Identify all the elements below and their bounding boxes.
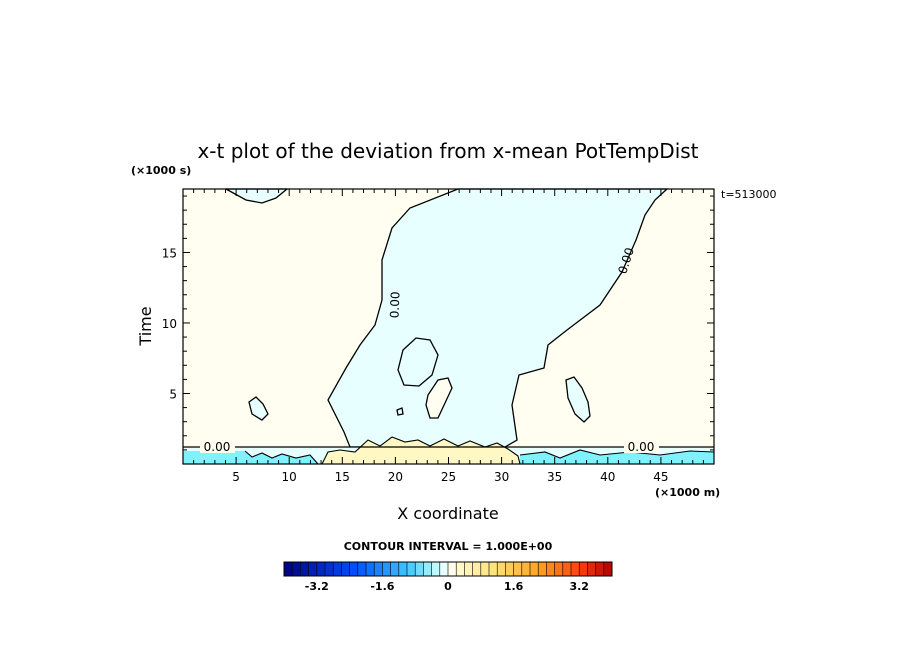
colorbar-tick-label: 3.2 (569, 580, 589, 593)
colorbar-cell (579, 562, 588, 576)
y-unit-label: (×1000 s) (131, 164, 191, 177)
colorbar-cell (292, 562, 301, 576)
colorbar-cell (571, 562, 580, 576)
surface-contour (519, 449, 715, 459)
colorbar-frame (283, 561, 613, 577)
contour-interval-label: CONTOUR INTERVAL = 1.000E+00 (344, 540, 553, 553)
y-axis-label: Time (136, 306, 155, 346)
colorbar-cell (464, 562, 473, 576)
contour-label: 0.00 (628, 440, 655, 454)
colorbar-cell (497, 562, 506, 576)
contour-blob (248, 396, 269, 421)
colorbar-cell (415, 562, 424, 576)
contour-label: 0.00 (204, 440, 231, 454)
colorbar-cell (538, 562, 547, 576)
colorbar-cell (439, 562, 449, 576)
colorbar-cell (587, 562, 596, 576)
colorbar-cell (357, 562, 367, 576)
x-tick-label: 20 (388, 470, 403, 484)
colorbar-cell (284, 562, 293, 576)
contour-blob (425, 377, 453, 419)
colorbar-cell (554, 562, 564, 576)
colorbar-cell (431, 562, 441, 576)
y-tick-label: 5 (169, 387, 177, 401)
y-axis: 5 10 15 (162, 195, 714, 451)
colorbar-cell (480, 562, 490, 576)
colorbar-cell (341, 562, 350, 576)
timestamp-label: t=513000 (721, 188, 777, 201)
colorbar-cell (308, 562, 318, 576)
colorbar-cell (349, 562, 359, 576)
colorbar-tick-label: 1.6 (504, 580, 524, 593)
colorbar-cell (325, 562, 334, 576)
x-tick-label: 10 (282, 470, 297, 484)
plot-area: 0.00 0.00 0.00 0.00 (182, 188, 715, 465)
colorbar-tick-label: -3.2 (305, 580, 329, 593)
colorbar-cell (366, 562, 375, 576)
y-tick-label: 10 (162, 317, 177, 331)
x-unit-label: (×1000 m) (655, 486, 720, 499)
colorbar-cell (333, 562, 342, 576)
colorbar-cell (456, 562, 465, 576)
colorbar-cell (513, 562, 523, 576)
colorbar-cell (521, 562, 531, 576)
x-tick-label: 30 (494, 470, 509, 484)
x-tick-label: 40 (600, 470, 615, 484)
colorbar-cell (595, 562, 605, 576)
surface-contour (244, 450, 319, 465)
x-tick-label: 45 (653, 470, 668, 484)
y-tick-label: 15 (162, 246, 177, 260)
surface-negative-band (183, 451, 318, 464)
colorbar-ticks: -3.2 -1.6 0 1.6 3.2 (305, 580, 589, 593)
x-tick-label: 15 (335, 470, 350, 484)
colorbar-cell (407, 562, 416, 576)
colorbar-cell (562, 562, 572, 576)
contour-blob (397, 337, 439, 387)
colorbar-cell (382, 562, 391, 576)
contour-label: 0.00 (388, 291, 403, 318)
colorbar-cell (472, 562, 482, 576)
colorbar-cell (374, 562, 383, 576)
colorbar-cell (300, 562, 309, 576)
colorbar-tick-label: 0 (444, 580, 452, 593)
colorbar-cell (489, 562, 498, 576)
colorbar-cell (316, 562, 326, 576)
x-tick-label: 5 (232, 470, 240, 484)
colorbar (283, 561, 613, 577)
surface-positive-band (321, 436, 521, 465)
colorbar-cell (530, 562, 539, 576)
x-axis-label: X coordinate (397, 504, 498, 523)
colorbar-cell (603, 562, 613, 576)
contour-blob (565, 376, 591, 423)
colorbar-cell (423, 562, 432, 576)
chart-title: x-t plot of the deviation from x-mean Po… (197, 139, 698, 163)
x-tick-label: 25 (441, 470, 456, 484)
colorbar-cell (398, 562, 408, 576)
contour-blob (396, 407, 404, 416)
colorbar-cell (546, 562, 555, 576)
surface-negative-band (520, 450, 714, 464)
colorbar-cell (448, 562, 457, 576)
colorbar-cell (505, 562, 514, 576)
colorbar-tick-label: -1.6 (370, 580, 394, 593)
contour-label-bg (624, 441, 659, 453)
contour-label-bg (200, 441, 235, 453)
colorbar-cell (390, 562, 400, 576)
x-axis: 5 10 15 20 25 30 35 40 45 (193, 189, 704, 484)
x-tick-label: 35 (547, 470, 562, 484)
